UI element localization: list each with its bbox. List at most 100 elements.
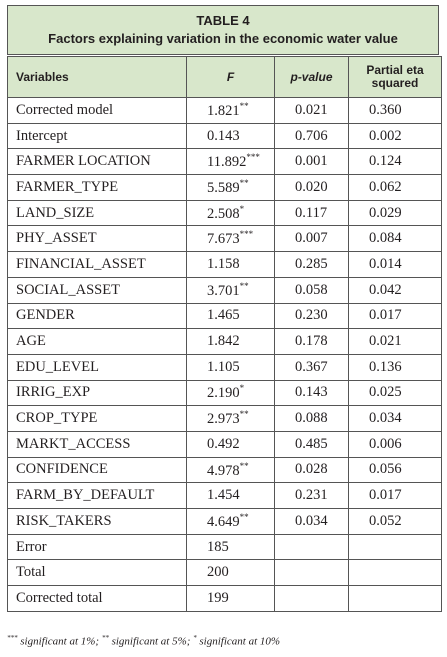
table-row: Intercept 0.143 0.706 0.002	[7, 122, 442, 150]
variable-cell: CROP_TYPE	[7, 405, 187, 432]
p-value: 0.021	[295, 101, 328, 118]
f-value: 4.649	[207, 513, 240, 530]
eta-cell	[348, 585, 442, 612]
eta-cell: 0.034	[348, 405, 442, 432]
p-value: 0.485	[295, 435, 328, 452]
significance-mark: **	[239, 460, 249, 471]
variable-cell: SOCIAL_ASSET	[7, 276, 187, 304]
eta-value: 0.025	[369, 384, 402, 401]
significance-mark: **	[239, 280, 249, 291]
p-cell	[274, 559, 349, 587]
p-cell: 0.021	[274, 97, 349, 124]
significance-mark: **	[239, 409, 249, 420]
table-row: FINANCIAL_ASSET 1.158 0.285 0.014	[7, 251, 442, 278]
f-value: 7.673	[207, 231, 240, 248]
eta-cell: 0.124	[348, 148, 442, 176]
footnote-mark: ***	[7, 634, 18, 642]
variable-cell: FINANCIAL_ASSET	[7, 251, 187, 278]
variable-cell: EDU_LEVEL	[7, 353, 187, 381]
significance-mark: ***	[246, 152, 260, 163]
p-value: 0.231	[295, 487, 328, 504]
p-cell: 0.001	[274, 148, 349, 176]
f-cell: 199	[186, 585, 275, 612]
column-header: F	[186, 56, 275, 98]
f-cell: 1.821**	[186, 97, 275, 124]
variable-cell: Total	[7, 559, 187, 587]
p-cell: 0.485	[274, 430, 349, 458]
p-cell: 0.143	[274, 379, 349, 407]
f-value: 2.190	[207, 385, 240, 402]
p-value: 0.020	[295, 178, 328, 195]
p-value: 0.285	[295, 255, 328, 272]
f-cell: 200	[186, 559, 275, 587]
table-row: Corrected total 199	[7, 585, 442, 612]
eta-value: 0.029	[369, 204, 402, 221]
f-value: 1.454	[207, 487, 240, 504]
f-value: 2.508	[207, 205, 240, 222]
f-cell: 2.973**	[186, 405, 275, 432]
p-value: 0.367	[295, 358, 328, 375]
variable-cell: CONFIDENCE	[7, 456, 187, 484]
variable-cell: FARMER_TYPE	[7, 174, 187, 201]
f-cell: 4.649**	[186, 508, 275, 535]
significance-mark: **	[239, 511, 249, 522]
f-value: 185	[207, 538, 229, 555]
p-value: 0.117	[295, 204, 328, 221]
table-row: LAND_SIZE 2.508* 0.117 0.029	[7, 199, 442, 227]
f-cell: 3.701**	[186, 276, 275, 304]
f-value: 11.892	[207, 154, 247, 171]
eta-value: 0.021	[369, 333, 402, 350]
f-cell: 11.892***	[186, 148, 275, 176]
p-value: 0.143	[295, 384, 328, 401]
variable-cell: MARKT_ACCESS	[7, 430, 187, 458]
eta-value: 0.002	[369, 127, 402, 144]
table-row: GENDER 1.465 0.230 0.017	[7, 302, 442, 330]
table-row: SOCIAL_ASSET 3.701** 0.058 0.042	[7, 276, 442, 304]
variable-cell: PHY_ASSET	[7, 225, 187, 253]
eta-value: 0.360	[369, 101, 402, 118]
p-value: 0.088	[295, 410, 328, 427]
table-row: MARKT_ACCESS 0.492 0.485 0.006	[7, 430, 442, 458]
f-value: 200	[207, 564, 229, 581]
table-row: Error 185	[7, 533, 442, 561]
p-cell: 0.231	[274, 482, 349, 509]
p-cell: 0.367	[274, 353, 349, 381]
table-row: CROP_TYPE 2.973** 0.088 0.034	[7, 405, 442, 432]
variable-cell: Intercept	[7, 122, 187, 150]
p-cell: 0.230	[274, 302, 349, 330]
f-cell: 4.978**	[186, 456, 275, 484]
variable-cell: Corrected total	[7, 585, 187, 612]
table-row: Total 200	[7, 559, 442, 587]
eta-cell: 0.042	[348, 276, 442, 304]
f-value: 4.978	[207, 462, 240, 479]
p-value: 0.058	[295, 281, 328, 298]
f-cell: 2.508*	[186, 199, 275, 227]
f-cell: 5.589**	[186, 174, 275, 201]
f-value: 1.465	[207, 307, 240, 324]
eta-cell	[348, 559, 442, 587]
table-row: EDU_LEVEL 1.105 0.367 0.136	[7, 353, 442, 381]
footnote-text: significant at 10%	[196, 635, 281, 648]
column-header: Partial eta squared	[348, 56, 442, 98]
table-row: PHY_ASSET 7.673*** 0.007 0.084	[7, 225, 442, 253]
f-value: 2.973	[207, 411, 240, 427]
f-value: 1.158	[207, 255, 240, 272]
f-value: 0.492	[207, 435, 240, 452]
eta-value: 0.124	[369, 153, 402, 170]
p-value: 0.178	[295, 333, 328, 350]
f-value: 199	[207, 589, 229, 606]
f-cell: 2.190*	[186, 379, 275, 407]
f-value: 1.821	[207, 102, 240, 119]
p-cell: 0.088	[274, 405, 349, 432]
table-row: IRRIG_EXP 2.190* 0.143 0.025	[7, 379, 442, 407]
p-value: 0.028	[295, 461, 328, 478]
f-value: 3.701	[207, 282, 240, 299]
significance-mark: ***	[239, 229, 254, 240]
f-cell: 1.465	[186, 302, 275, 330]
table-body: Corrected model 1.821** 0.021 0.360 Intercep…	[7, 97, 442, 612]
eta-cell: 0.017	[348, 302, 442, 330]
p-cell	[274, 585, 349, 612]
eta-cell: 0.084	[348, 225, 442, 253]
variable-cell: GENDER	[7, 302, 187, 330]
